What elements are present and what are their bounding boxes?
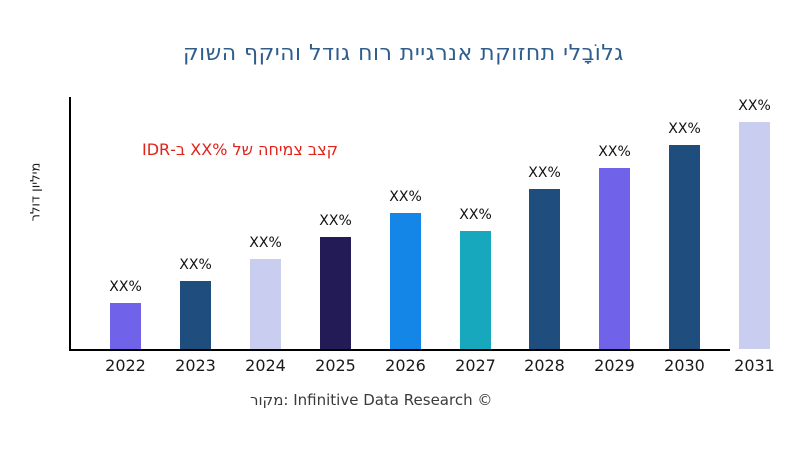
bar-value-label-2027: XX% <box>459 207 492 223</box>
bar-2025 <box>320 237 351 349</box>
bar-value-label-2025: XX% <box>319 213 352 229</box>
bar-value-label-2029: XX% <box>598 144 631 160</box>
growth-rate-annotation: קצב צמיחה של XX%‎ ב-IDR <box>142 140 339 159</box>
bar-value-label-2026: XX% <box>389 189 422 205</box>
x-tick-2024: 2024 <box>245 356 286 375</box>
y-axis-line <box>69 97 71 351</box>
x-tick-2022: 2022 <box>105 356 146 375</box>
x-tick-2027: 2027 <box>455 356 496 375</box>
bar-2029 <box>599 168 630 349</box>
chart-title: גלוֹבָלי תחזוקת אנרגיית רוח גודל והיקף ה… <box>183 41 624 66</box>
bar-value-label-2022: XX% <box>109 279 142 295</box>
bar-2022 <box>110 303 141 349</box>
bar-2031 <box>739 122 770 349</box>
bar-value-label-2030: XX% <box>668 121 701 137</box>
bar-2027 <box>460 231 491 349</box>
bar-value-label-2023: XX% <box>179 257 212 273</box>
bar-2030 <box>669 145 700 349</box>
x-tick-2026: 2026 <box>385 356 426 375</box>
bar-value-label-2028: XX% <box>528 165 561 181</box>
y-axis-label: מיליון דולר <box>28 162 44 222</box>
bar-2024 <box>250 259 281 349</box>
x-tick-2023: 2023 <box>175 356 216 375</box>
bar-2026 <box>390 213 421 349</box>
x-tick-2029: 2029 <box>594 356 635 375</box>
bar-value-label-2024: XX% <box>249 235 282 251</box>
x-tick-2030: 2030 <box>664 356 705 375</box>
x-tick-2025: 2025 <box>315 356 356 375</box>
bar-2028 <box>529 189 560 349</box>
source-caption: מקור: Infinitive Data Research © <box>250 391 493 409</box>
x-tick-2031: 2031 <box>734 356 775 375</box>
bar-value-label-2031: XX% <box>738 98 771 114</box>
bar-2023 <box>180 281 211 349</box>
x-axis-line <box>69 349 730 351</box>
x-tick-2028: 2028 <box>524 356 565 375</box>
